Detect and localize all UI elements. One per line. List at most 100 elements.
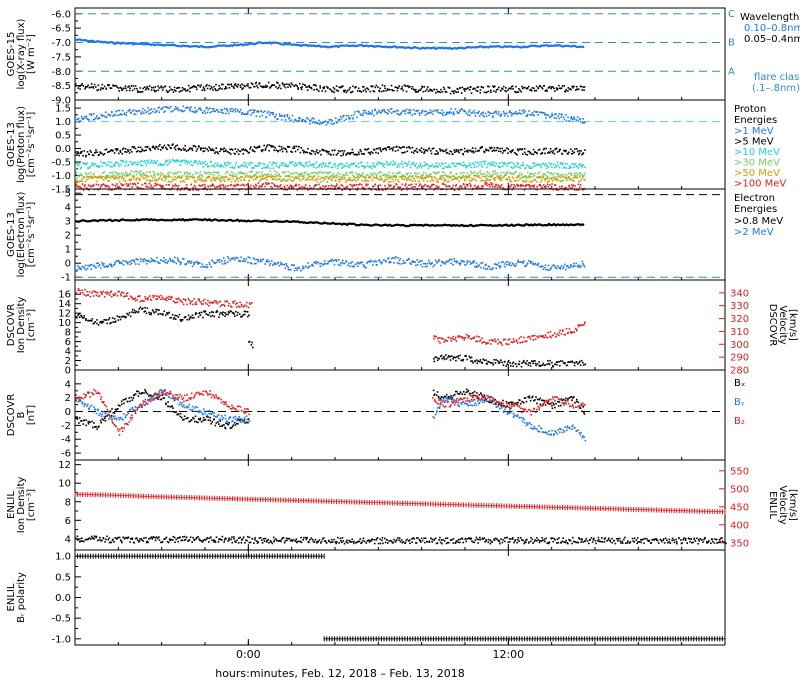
data-point — [397, 178, 399, 181]
data-point — [266, 179, 268, 181]
data-point — [292, 187, 295, 190]
data-point — [453, 260, 456, 263]
data-point — [470, 166, 472, 169]
data-point — [118, 290, 120, 293]
data-point — [217, 185, 220, 188]
data-point — [461, 359, 464, 362]
series-proton — [75, 174, 586, 183]
data-point — [192, 111, 195, 113]
data-point — [493, 359, 495, 361]
data-point — [212, 177, 215, 179]
flare-class-label: C — [728, 9, 735, 20]
data-point — [313, 121, 316, 124]
data-point — [375, 148, 378, 150]
data-point — [274, 176, 276, 178]
data-point — [243, 149, 246, 151]
data-point — [82, 292, 84, 294]
data-point — [463, 261, 465, 263]
data-point — [155, 90, 157, 92]
data-point — [159, 184, 161, 187]
data-point — [531, 166, 534, 169]
data-point — [472, 162, 475, 164]
data-point — [220, 148, 223, 151]
data-point — [164, 85, 167, 88]
data-point — [446, 260, 448, 263]
data-point — [189, 90, 191, 93]
data-point — [389, 260, 391, 263]
data-point — [322, 87, 324, 89]
data-point — [313, 166, 315, 168]
data-point — [415, 183, 417, 186]
data-point — [151, 179, 154, 182]
data-point — [335, 85, 338, 87]
data-point — [370, 151, 373, 153]
y-tick-label: 14 — [58, 299, 71, 310]
data-point — [561, 187, 564, 190]
data-point — [420, 174, 423, 177]
data-point — [87, 118, 89, 121]
data-point — [390, 261, 392, 264]
data-point — [197, 189, 200, 191]
data-point — [477, 185, 480, 187]
data-point — [575, 165, 578, 168]
data-point — [324, 186, 326, 188]
data-point — [131, 89, 134, 92]
data-point — [392, 146, 395, 149]
data-point — [476, 166, 478, 168]
data-point — [502, 110, 505, 113]
data-point — [411, 86, 414, 88]
data-point — [470, 360, 472, 362]
data-point — [276, 87, 279, 90]
data-point — [462, 161, 465, 163]
data-point — [378, 90, 381, 93]
data-point — [477, 265, 480, 268]
data-point — [77, 264, 79, 267]
data-point — [447, 260, 449, 263]
data-point — [323, 263, 325, 265]
data-point — [314, 185, 316, 187]
data-point — [130, 179, 132, 181]
data-point — [571, 179, 573, 181]
data-point — [141, 183, 144, 186]
data-point — [567, 176, 570, 178]
data-point — [519, 174, 521, 177]
data-point — [98, 176, 100, 178]
data-point — [520, 183, 522, 186]
data-point — [341, 167, 343, 169]
data-point — [114, 162, 116, 165]
data-point — [227, 256, 229, 258]
data-point — [581, 163, 584, 166]
data-point — [203, 89, 206, 92]
data-point — [121, 184, 124, 187]
data-point — [563, 166, 566, 169]
data-point — [247, 113, 249, 116]
data-point — [259, 185, 261, 188]
data-point — [469, 114, 471, 117]
data-point — [500, 90, 502, 92]
data-point — [313, 150, 315, 153]
data-point — [538, 361, 540, 363]
data-point — [173, 86, 176, 89]
data-point — [158, 111, 160, 113]
data-point — [325, 124, 328, 126]
data-point — [100, 185, 102, 188]
data-point — [182, 258, 185, 260]
data-point — [550, 150, 552, 153]
data-point — [429, 165, 432, 167]
data-point — [142, 87, 144, 90]
data-point — [365, 90, 367, 93]
series-proton — [75, 105, 586, 126]
data-point — [164, 110, 166, 112]
data-point — [517, 162, 519, 164]
data-point — [558, 150, 560, 153]
data-point — [133, 298, 135, 300]
data-point — [206, 172, 208, 174]
data-point — [488, 179, 490, 181]
data-point — [387, 183, 390, 186]
data-point — [250, 109, 252, 111]
data-point — [105, 88, 107, 90]
data-point — [302, 178, 304, 180]
data-point — [517, 259, 519, 262]
data-point — [125, 89, 128, 92]
data-point — [174, 318, 177, 320]
